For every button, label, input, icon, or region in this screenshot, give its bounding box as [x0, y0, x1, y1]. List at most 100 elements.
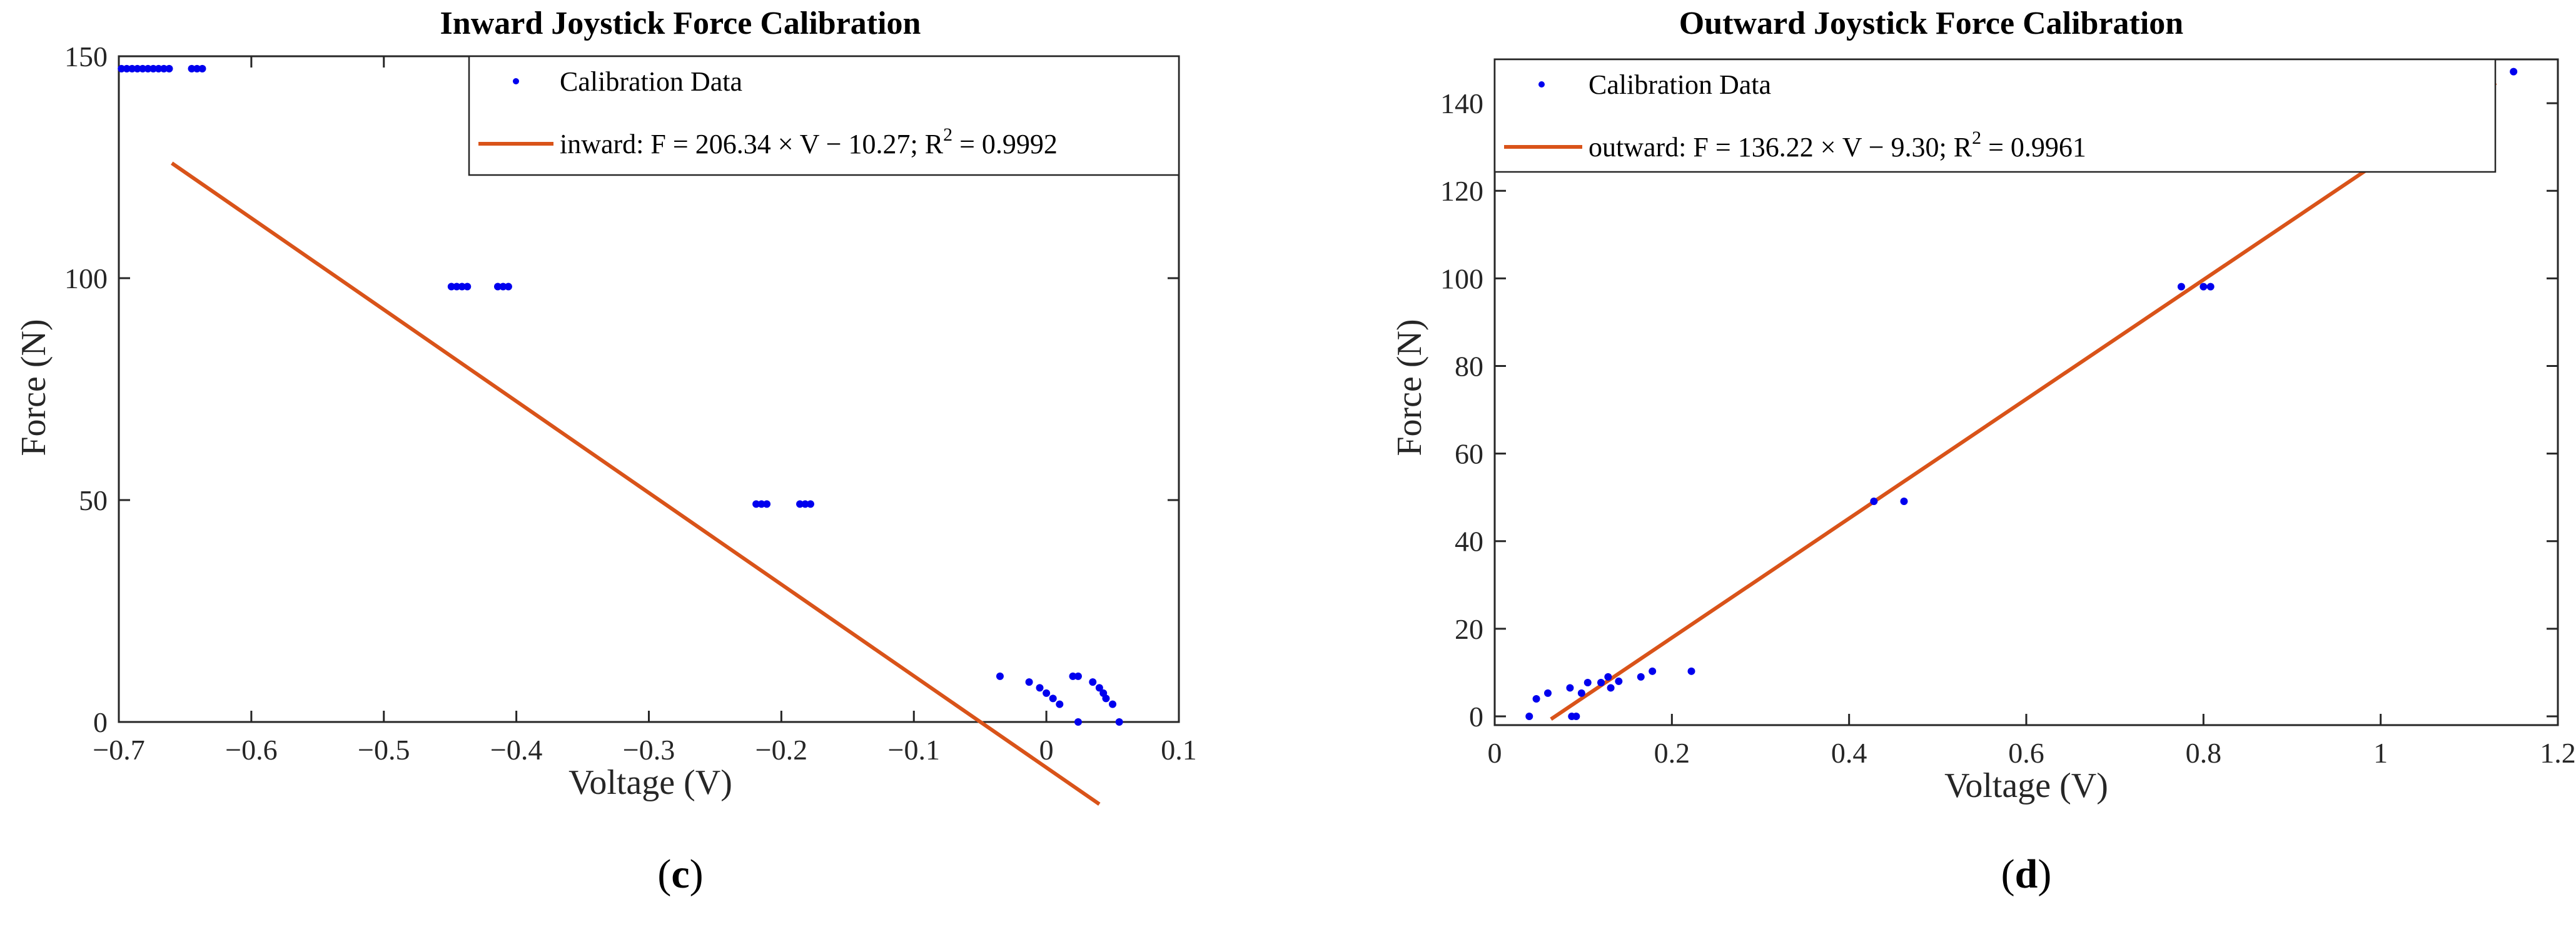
data-point-outward-13: [1649, 667, 1657, 675]
data-point-outward-16: [1900, 497, 1908, 505]
x-tick-label-inward-8: 0.1: [1161, 734, 1197, 766]
legend-label-fit-inward: inward: F = 206.34 × V − 10.27; R2 = 0.9…: [560, 124, 1058, 159]
legend-label-data-outward: Calibration Data: [1589, 69, 1771, 100]
fit-line-outward: [1550, 81, 2497, 721]
data-point-inward-11: [193, 64, 201, 73]
y-tick-label-inward-3: 150: [64, 41, 108, 73]
x-axis-label-inward: Voltage (V): [568, 763, 732, 802]
data-point-outward-17: [2177, 283, 2185, 291]
data-point-inward-8: [160, 64, 168, 73]
legend-inward: Calibration Data inward: F = 206.34 × V …: [468, 55, 1180, 176]
x-tick-label-outward-6: 1.2: [2540, 737, 2576, 769]
data-point-inward-4: [139, 64, 147, 73]
data-point-outward-2: [1544, 689, 1552, 697]
x-tick-label-inward-6: −0.1: [888, 734, 940, 766]
x-tick-label-inward-2: −0.5: [358, 734, 410, 766]
y-tick-label-outward-3: 60: [1455, 438, 1483, 470]
y-tick-label-outward-0: 0: [1469, 701, 1483, 733]
x-tick-label-outward-5: 1: [2373, 737, 2388, 769]
data-point-outward-21: [2510, 68, 2518, 76]
data-point-inward-0: [118, 64, 126, 73]
y-tick-label-outward-2: 40: [1455, 526, 1483, 558]
data-point-inward-13: [447, 283, 455, 291]
y-tick-label-inward-0: 0: [93, 706, 108, 738]
data-point-inward-16: [463, 283, 472, 291]
x-tick-label-outward-1: 0.2: [1654, 737, 1690, 769]
x-tick-label-outward-4: 0.8: [2186, 737, 2222, 769]
x-axis-label-outward: Voltage (V): [1944, 766, 2108, 805]
data-point-outward-19: [2206, 283, 2215, 291]
chart-title-inward: Inward Joystick Force Calibration: [440, 6, 921, 41]
data-point-inward-31: [1056, 700, 1064, 708]
data-point-inward-35: [1089, 678, 1097, 686]
x-tick-label-inward-4: −0.3: [623, 734, 675, 766]
y-tick-label-outward-5: 100: [1440, 263, 1483, 294]
x-tick-label-inward-3: −0.4: [490, 734, 542, 766]
legend-outward: Calibration Data outward: F = 136.22 × V…: [1493, 58, 2497, 173]
data-point-inward-23: [796, 500, 804, 508]
data-point-outward-0: [1525, 712, 1533, 720]
legend-fit-superscript-outward: 2: [1972, 128, 1981, 148]
data-point-inward-7: [154, 64, 163, 73]
data-point-inward-2: [128, 64, 136, 73]
data-point-inward-5: [144, 64, 152, 73]
data-point-outward-8: [1597, 679, 1605, 687]
legend-fit-text-inward: inward: F = 206.34 × V − 10.27; R: [560, 129, 944, 159]
data-point-inward-18: [499, 283, 507, 291]
y-tick-label-outward-4: 80: [1455, 350, 1483, 382]
data-point-outward-1: [1532, 694, 1540, 703]
data-point-inward-20: [752, 500, 760, 508]
data-point-inward-27: [1025, 678, 1033, 686]
data-point-outward-5: [1572, 712, 1580, 720]
legend-label-data-inward: Calibration Data: [560, 66, 742, 97]
data-point-outward-12: [1637, 673, 1645, 681]
data-point-inward-30: [1049, 694, 1057, 703]
x-tick-label-inward-0: −0.7: [93, 734, 144, 766]
y-tick-label-outward-1: 20: [1455, 613, 1483, 645]
data-point-outward-14: [1687, 667, 1695, 675]
data-point-inward-1: [123, 64, 131, 73]
data-point-outward-18: [2200, 283, 2208, 291]
x-tick-label-inward-7: 0: [1039, 734, 1054, 766]
data-point-inward-14: [453, 283, 461, 291]
legend-marker-data-inward: [513, 78, 519, 84]
panel-label-c: (c): [657, 851, 703, 897]
data-point-inward-22: [763, 500, 771, 508]
legend-fit-superscript-inward: 2: [943, 124, 952, 145]
data-point-outward-3: [1566, 684, 1574, 692]
data-point-inward-39: [1109, 700, 1117, 708]
panel-outward: Outward Joystick Force Calibration 0 0.2 0…: [1390, 6, 2576, 897]
y-axis-label-outward: Force (N): [1390, 319, 1429, 456]
data-point-inward-33: [1074, 672, 1082, 680]
legend-fit-text-outward: outward: F = 136.22 × V − 9.30; R: [1589, 132, 1972, 163]
legend-fit-suffix-inward: = 0.9992: [952, 129, 1058, 159]
y-axis-label-inward: Force (N): [14, 319, 53, 456]
legend-marker-data-outward: [1538, 81, 1545, 88]
chart-title-outward: Outward Joystick Force Calibration: [1679, 6, 2184, 41]
panel-letter-d: d: [2015, 851, 2038, 897]
data-point-inward-29: [1043, 689, 1051, 697]
data-point-inward-32: [1069, 672, 1077, 680]
data-point-inward-34: [1074, 718, 1082, 726]
data-point-inward-38: [1102, 694, 1110, 703]
data-point-outward-10: [1607, 684, 1615, 692]
data-point-inward-3: [133, 64, 141, 73]
y-ticks-outward: 0 20 40 60 80 100 120 140: [1440, 88, 2558, 733]
data-point-inward-40: [1115, 718, 1123, 726]
panel-inward: Inward Joystick Force Calibration −0.7 −0…: [14, 6, 1197, 897]
data-point-inward-24: [801, 500, 809, 508]
data-point-outward-11: [1615, 677, 1623, 685]
data-point-inward-6: [149, 64, 158, 73]
data-point-inward-28: [1036, 684, 1044, 692]
y-tick-label-outward-6: 120: [1440, 175, 1483, 207]
data-point-outward-6: [1577, 689, 1585, 697]
x-tick-label-inward-5: −0.2: [755, 734, 807, 766]
panel-label-d: (d): [2001, 851, 2052, 897]
x-tick-label-outward-0: 0: [1488, 737, 1502, 769]
data-points-inward: [118, 64, 1123, 726]
fit-line-group-inward: [171, 161, 1101, 806]
data-point-inward-15: [458, 283, 466, 291]
data-point-outward-15: [1870, 497, 1878, 505]
data-point-inward-25: [806, 500, 814, 508]
